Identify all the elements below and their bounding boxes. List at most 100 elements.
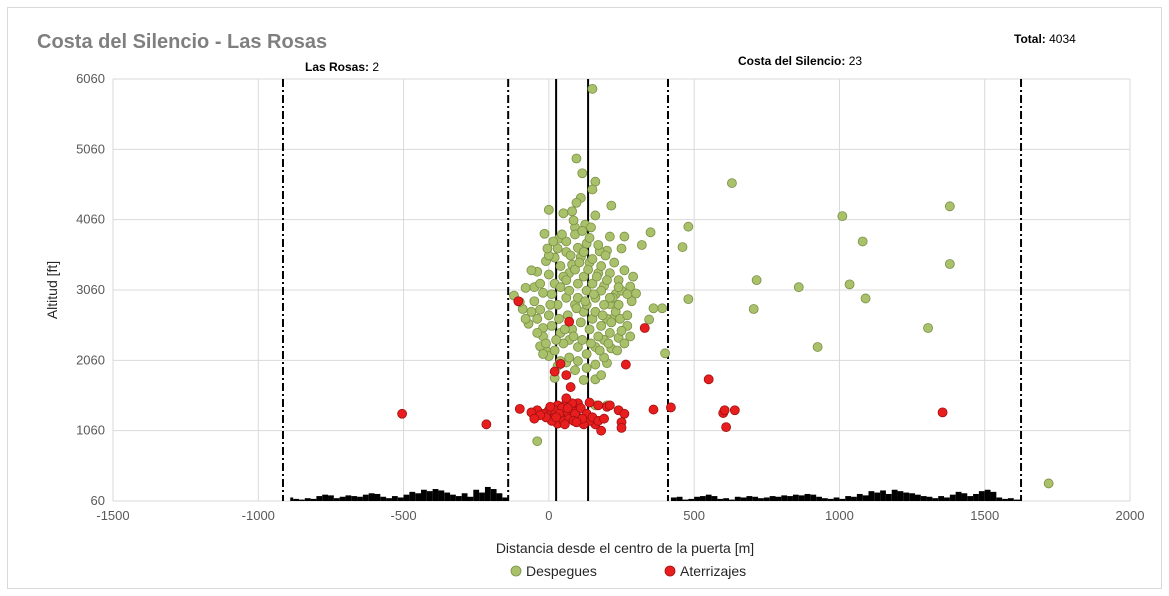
terrain-bar: [473, 489, 480, 501]
point-despegue: [586, 338, 596, 349]
point-aterrizaje: [561, 393, 572, 404]
terrain-bar: [932, 498, 939, 501]
point-aterrizaje: [564, 316, 575, 327]
point-despegue: [677, 242, 688, 252]
terrain-bar: [909, 493, 915, 501]
legend-label-despegues: Despegues: [526, 563, 597, 579]
point-despegue: [587, 83, 598, 94]
terrain-bar: [444, 492, 451, 501]
point-despegue: [793, 282, 804, 293]
point-despegue: [565, 250, 576, 261]
terrain-bar: [426, 491, 433, 501]
annotation-las-rosas-label: Las Rosas:: [305, 60, 369, 74]
terrain-bar: [880, 490, 886, 501]
point-despegue: [587, 184, 598, 195]
point-despegue: [748, 304, 759, 314]
terrain-bar: [421, 489, 427, 501]
y-tick-label: 4060: [76, 212, 105, 227]
legend-marker-aterrizajes: [664, 565, 676, 577]
y-tick-label: 60: [91, 493, 105, 508]
point-despegue: [590, 210, 601, 221]
point-despegue: [535, 278, 546, 289]
terrain-bar: [670, 497, 677, 501]
point-despegue: [581, 349, 592, 359]
point-despegue: [602, 275, 612, 286]
point-despegue: [604, 328, 615, 338]
point-aterrizaje: [561, 370, 572, 381]
point-despegue: [1043, 478, 1054, 489]
x-tick-label: -500: [391, 508, 417, 523]
terrain-bar: [467, 496, 474, 501]
terrain-bar: [298, 499, 305, 501]
terrain-bar: [682, 499, 689, 501]
point-despegue: [558, 208, 569, 219]
annotation-las-rosas-value: 2: [372, 60, 379, 74]
terrain-bar: [699, 496, 706, 501]
point-despegue: [541, 338, 551, 349]
point-despegue: [571, 153, 582, 164]
point-aterrizaje: [513, 296, 524, 307]
terrain-bar: [333, 498, 340, 501]
y-tick-label: 6060: [76, 71, 105, 86]
point-despegue: [727, 178, 737, 188]
point-aterrizaje: [529, 413, 540, 424]
point-despegue: [597, 310, 608, 321]
terrain-bar: [926, 496, 933, 501]
terrain-bar: [955, 491, 962, 501]
terrain-bar: [409, 491, 416, 501]
point-aterrizaje: [575, 403, 586, 414]
terrain-bar: [403, 494, 410, 501]
point-despegue: [588, 289, 599, 300]
point-despegue: [564, 285, 575, 296]
point-despegue: [587, 278, 598, 289]
terrain-bar: [345, 495, 352, 501]
terrain-bar: [688, 498, 695, 501]
point-aterrizaje: [616, 422, 627, 433]
point-despegue: [548, 236, 559, 247]
terrain-bar: [432, 489, 439, 501]
terrain-bar: [479, 492, 485, 501]
point-despegue: [520, 282, 531, 293]
x-tick-label: -1000: [242, 508, 275, 523]
terrain-bar: [351, 496, 358, 501]
terrain-bar: [973, 493, 979, 501]
terrain-bar: [339, 496, 346, 501]
point-despegue: [564, 352, 575, 363]
annotation-costa-value: 23: [849, 54, 863, 68]
point-despegue: [568, 331, 579, 342]
point-despegue: [660, 348, 670, 359]
point-despegue: [532, 436, 543, 447]
point-despegue: [577, 226, 588, 236]
terrain-bar: [752, 496, 759, 501]
terrain-bar: [723, 498, 730, 501]
terrain-bar: [990, 491, 997, 501]
x-tick-label: 500: [683, 508, 705, 523]
point-despegue: [580, 296, 591, 307]
point-aterrizaje: [620, 359, 631, 370]
terrain-bar: [781, 495, 788, 501]
point-aterrizaje: [599, 413, 609, 424]
point-despegue: [543, 310, 554, 321]
point-despegue: [636, 240, 647, 250]
point-despegue: [577, 335, 588, 345]
x-tick-label: -1500: [96, 508, 129, 523]
point-despegue: [837, 211, 848, 222]
point-despegue: [606, 200, 617, 211]
point-despegue: [543, 269, 554, 280]
terrain-bar: [1013, 499, 1022, 501]
point-despegue: [609, 257, 620, 268]
terrain-bar: [996, 497, 1003, 501]
point-despegue: [542, 243, 553, 254]
point-despegue: [596, 261, 607, 271]
point-despegue: [586, 222, 596, 233]
x-tick-label: 2000: [1116, 508, 1145, 523]
total-annotation: Total: 4034: [1014, 32, 1076, 46]
point-despegue: [616, 243, 627, 254]
point-aterrizaje: [648, 404, 659, 415]
terrain-bar: [978, 491, 985, 501]
point-aterrizaje: [514, 403, 525, 414]
point-despegue: [532, 313, 543, 324]
terrain-bar: [397, 497, 404, 501]
point-despegue: [751, 275, 762, 286]
